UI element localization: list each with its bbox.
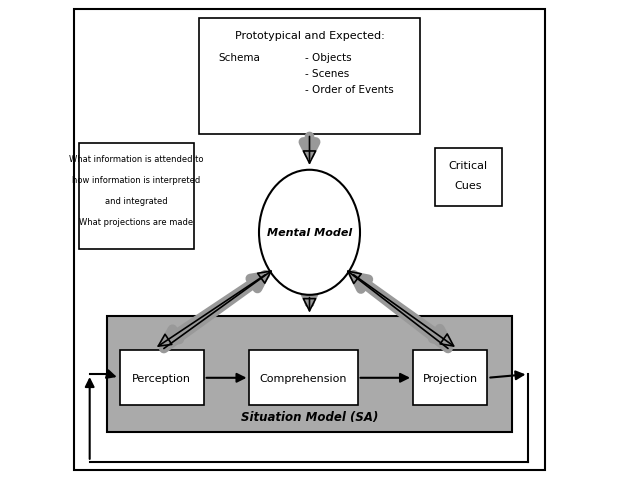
FancyBboxPatch shape — [108, 317, 511, 432]
Text: What projections are made: What projections are made — [79, 218, 193, 227]
Text: Cues: Cues — [454, 181, 482, 191]
Text: Mental Model: Mental Model — [267, 228, 352, 238]
Text: What information is attended to: What information is attended to — [69, 155, 204, 164]
Text: and integrated: and integrated — [105, 197, 168, 206]
Text: - Order of Events: - Order of Events — [305, 84, 394, 95]
FancyBboxPatch shape — [249, 350, 358, 406]
FancyBboxPatch shape — [413, 350, 488, 406]
Text: Prototypical and Expected:: Prototypical and Expected: — [235, 31, 384, 41]
Text: - Objects: - Objects — [305, 53, 352, 63]
FancyBboxPatch shape — [74, 10, 545, 470]
FancyBboxPatch shape — [435, 149, 502, 206]
Text: Comprehension: Comprehension — [260, 373, 347, 383]
Text: Projection: Projection — [423, 373, 478, 383]
Text: Situation Model (SA): Situation Model (SA) — [241, 410, 378, 423]
FancyBboxPatch shape — [199, 19, 420, 134]
Text: Schema: Schema — [218, 53, 260, 63]
FancyBboxPatch shape — [119, 350, 204, 406]
Text: Perception: Perception — [132, 373, 191, 383]
Ellipse shape — [259, 170, 360, 295]
FancyBboxPatch shape — [79, 144, 194, 250]
Text: - Scenes: - Scenes — [305, 69, 349, 79]
Text: how information is interpreted: how information is interpreted — [72, 176, 201, 185]
Text: Critical: Critical — [449, 161, 488, 171]
